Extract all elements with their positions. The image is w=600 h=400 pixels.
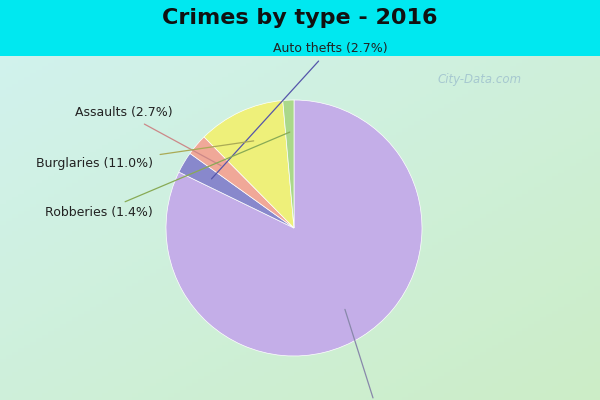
Text: Assaults (2.7%): Assaults (2.7%): [75, 106, 221, 166]
Wedge shape: [283, 100, 294, 228]
Wedge shape: [179, 154, 294, 228]
Wedge shape: [190, 137, 294, 228]
Wedge shape: [204, 100, 294, 228]
Text: Robberies (1.4%): Robberies (1.4%): [46, 132, 290, 219]
Text: Crimes by type - 2016: Crimes by type - 2016: [162, 8, 438, 28]
Text: Burglaries (11.0%): Burglaries (11.0%): [36, 141, 254, 170]
Text: Auto thefts (2.7%): Auto thefts (2.7%): [212, 42, 387, 179]
Text: Thefts (82.2%): Thefts (82.2%): [331, 309, 424, 400]
Text: City-Data.com: City-Data.com: [438, 74, 522, 86]
Wedge shape: [166, 100, 422, 356]
